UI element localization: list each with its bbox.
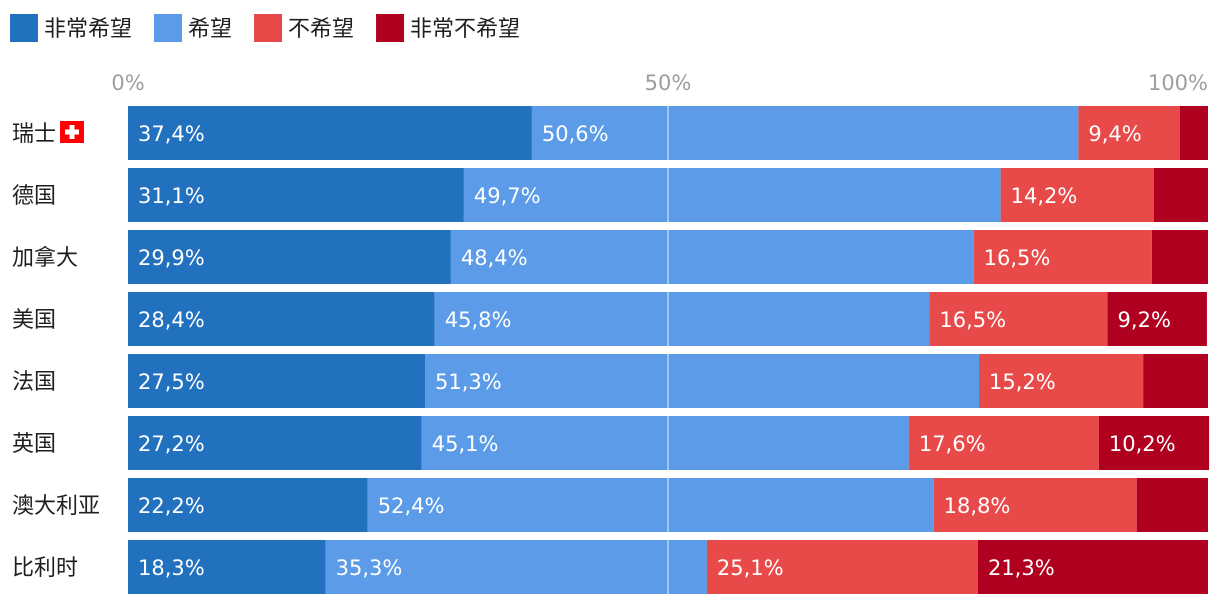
legend-swatch — [376, 14, 405, 42]
bar-value-label: 27,5% — [138, 370, 205, 394]
x-tick-label: 0% — [111, 71, 144, 95]
x-tick-label: 50% — [645, 71, 692, 95]
bar-segment — [128, 540, 326, 594]
bar-segment — [1136, 478, 1208, 532]
legend-label: 非常希望 — [44, 17, 132, 42]
bar-value-label: 14,2% — [1011, 184, 1078, 208]
bar-value-label: 9,4% — [1088, 122, 1141, 146]
x-tick-label: 100% — [1148, 71, 1208, 95]
bar-value-label: 31,1% — [138, 184, 205, 208]
legend-swatch — [10, 14, 38, 42]
bar-value-label: 9,2% — [1118, 308, 1171, 332]
bar-value-label: 22,2% — [138, 494, 205, 518]
legend-swatch — [154, 14, 183, 42]
bar-segment — [128, 106, 532, 160]
bar-segment — [979, 354, 1144, 408]
legend: 非常希望 希望 不希望 非常不希望 — [10, 14, 520, 42]
bar-segment — [706, 540, 978, 594]
bar-value-label: 15,2% — [989, 370, 1056, 394]
category-label: 加拿大 — [12, 245, 78, 271]
swiss-flag-icon — [60, 121, 85, 143]
bar-value-label: 16,5% — [939, 308, 1006, 332]
bar-value-label: 29,9% — [138, 246, 205, 270]
bar-segment — [325, 540, 707, 594]
legend-swatch — [254, 14, 283, 42]
bars — [128, 106, 1210, 594]
bar-segment — [1154, 168, 1208, 222]
category-label: 瑞士 — [12, 122, 56, 147]
bar-segment — [1143, 354, 1208, 408]
category-label: 比利时 — [12, 556, 78, 581]
legend-label: 希望 — [188, 17, 232, 42]
bar-value-label: 18,3% — [138, 556, 205, 580]
bar-segment — [1000, 168, 1154, 222]
bar-segment — [434, 292, 930, 346]
bar-segment — [908, 416, 1099, 470]
bar-segment — [128, 230, 451, 284]
bar-segment — [450, 230, 974, 284]
bar-value-label: 52,4% — [378, 494, 445, 518]
bar-segment — [1098, 416, 1210, 470]
bar-segment — [531, 106, 1079, 160]
bar-segment — [128, 354, 425, 408]
bar-segment — [1151, 230, 1208, 284]
bar-value-label: 21,3% — [988, 556, 1055, 580]
bar-segment — [128, 416, 422, 470]
bar-segment — [933, 478, 1137, 532]
bar-segment — [1078, 106, 1180, 160]
bar-segment — [128, 478, 368, 532]
bar-segment — [929, 292, 1108, 346]
bar-value-label: 50,6% — [542, 122, 609, 146]
bar-value-label: 51,3% — [435, 370, 502, 394]
bar-value-label: 49,7% — [474, 184, 541, 208]
bar-segment — [463, 168, 1001, 222]
bar-segment — [973, 230, 1152, 284]
bar-segment — [1107, 292, 1207, 346]
category-label: 美国 — [12, 308, 56, 333]
bar-segment — [421, 416, 909, 470]
bar-segment — [425, 354, 980, 408]
bar-value-label: 16,5% — [984, 246, 1051, 270]
bar-value-label: 45,8% — [445, 308, 512, 332]
x-axis-ticks: 0% 50% 100% — [111, 71, 1208, 95]
bar-value-label: 35,3% — [336, 556, 403, 580]
bar-value-label: 27,2% — [138, 432, 205, 456]
bar-value-label: 45,1% — [432, 432, 499, 456]
bar-value-label: 48,4% — [461, 246, 528, 270]
bar-value-label: 28,4% — [138, 308, 205, 332]
legend-label: 非常不希望 — [410, 17, 520, 42]
bar-segment — [1179, 106, 1208, 160]
category-label: 德国 — [12, 184, 56, 209]
bar-segment — [128, 292, 435, 346]
bar-value-label: 18,8% — [944, 494, 1011, 518]
bar-segment — [367, 478, 934, 532]
flag-cross-horizontal — [65, 129, 80, 135]
bar-value-label: 25,1% — [717, 556, 784, 580]
bar-labels: 37,4% 50,6% 9,4% 31,1% 49,7% 14,2% 29,9% 48,4% 1… — [138, 122, 1176, 580]
bar-value-label: 10,2% — [1109, 432, 1176, 456]
bar-segment — [977, 540, 1208, 594]
bar-segment — [128, 168, 464, 222]
category-label: 法国 — [12, 370, 56, 395]
category-label: 澳大利亚 — [12, 494, 100, 519]
bar-value-label: 37,4% — [138, 122, 205, 146]
category-label: 英国 — [12, 432, 56, 457]
legend-label: 不希望 — [288, 17, 354, 42]
bar-value-label: 17,6% — [919, 432, 986, 456]
